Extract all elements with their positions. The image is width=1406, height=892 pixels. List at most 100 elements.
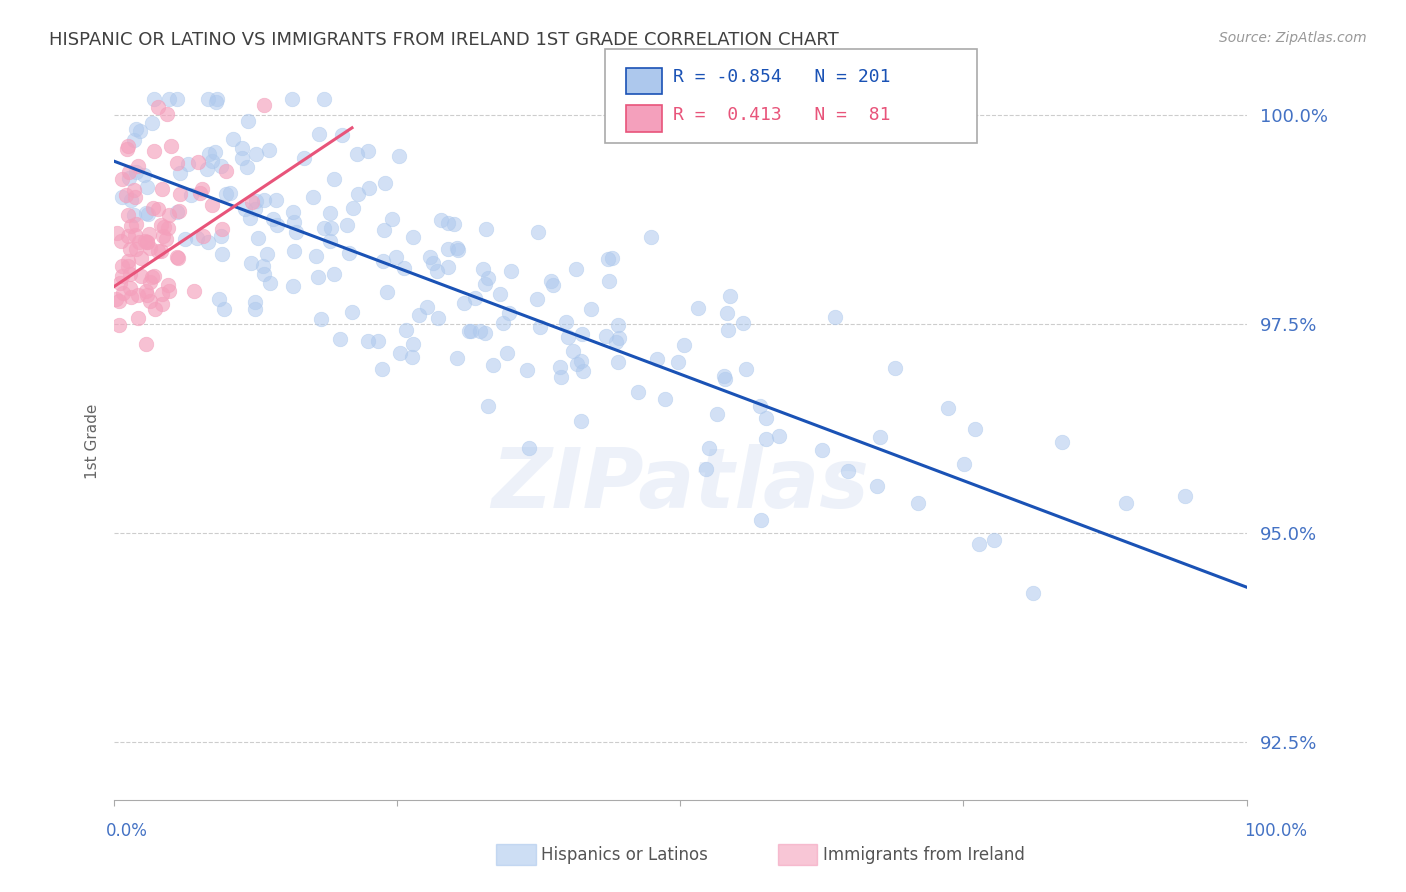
Point <box>605 335 627 350</box>
Point <box>768 429 790 443</box>
Text: R = -0.854   N = 201: R = -0.854 N = 201 <box>673 69 891 87</box>
Point <box>233 202 256 216</box>
Point <box>180 187 202 202</box>
Point <box>381 212 404 227</box>
Point <box>117 138 139 153</box>
Point <box>526 293 548 307</box>
Point <box>117 228 139 243</box>
Point <box>135 284 157 298</box>
Point <box>401 350 423 364</box>
Point <box>319 206 342 220</box>
Point <box>128 124 150 138</box>
Point <box>1115 496 1137 510</box>
Point <box>555 315 578 329</box>
Point <box>810 443 832 458</box>
Point <box>117 170 139 185</box>
Point <box>212 302 235 317</box>
Point <box>218 186 240 200</box>
Point <box>127 159 149 173</box>
Point <box>166 92 188 106</box>
Point <box>124 190 146 204</box>
Text: 100.0%: 100.0% <box>1244 822 1308 840</box>
Point <box>714 372 737 386</box>
Point <box>654 392 676 406</box>
Point <box>569 354 592 368</box>
Point <box>110 234 132 248</box>
Point <box>488 287 510 301</box>
Point <box>166 251 188 265</box>
Point <box>136 287 159 301</box>
Point <box>128 235 150 249</box>
Point <box>749 513 772 527</box>
Point <box>706 408 728 422</box>
Point <box>375 285 398 299</box>
Point <box>105 227 128 241</box>
Point <box>716 306 738 320</box>
Point <box>240 194 263 209</box>
Y-axis label: 1st Grade: 1st Grade <box>86 403 100 479</box>
Point <box>953 457 976 471</box>
Point <box>323 267 346 281</box>
Point <box>395 323 418 337</box>
Point <box>437 242 460 256</box>
Point <box>540 274 562 288</box>
Point <box>1050 435 1073 450</box>
Point <box>253 97 276 112</box>
Point <box>749 400 772 414</box>
Point <box>963 422 986 436</box>
Point <box>187 154 209 169</box>
Point <box>307 269 329 284</box>
Point <box>124 183 146 197</box>
Point <box>340 305 363 319</box>
Point <box>215 186 238 201</box>
Point <box>447 243 470 257</box>
Point <box>157 92 180 106</box>
Point <box>197 162 219 177</box>
Point <box>495 346 517 360</box>
Point <box>285 225 308 239</box>
Point <box>125 122 148 136</box>
Point <box>561 344 583 359</box>
Point <box>332 128 354 142</box>
Point <box>627 385 650 400</box>
Point <box>983 533 1005 548</box>
Point <box>152 219 174 234</box>
Point <box>129 268 152 283</box>
Point <box>472 262 495 277</box>
Point <box>346 146 368 161</box>
Point <box>305 250 328 264</box>
Point <box>314 221 336 235</box>
Point <box>110 172 132 186</box>
Point <box>474 222 496 236</box>
Point <box>118 165 141 179</box>
Point <box>112 285 135 300</box>
Point <box>150 182 173 196</box>
Point <box>357 144 380 158</box>
Point <box>143 145 166 159</box>
Point <box>347 187 370 202</box>
Point <box>713 369 735 384</box>
Point <box>215 164 238 178</box>
Point <box>257 144 280 158</box>
Point <box>474 277 496 291</box>
Point <box>907 495 929 509</box>
Point <box>402 229 425 244</box>
Point <box>143 302 166 317</box>
Point <box>174 232 197 246</box>
Point <box>311 312 333 326</box>
Point <box>581 301 603 316</box>
Point <box>120 290 142 304</box>
Point <box>1174 490 1197 504</box>
Point <box>231 141 253 155</box>
Point <box>373 223 395 237</box>
Point <box>516 363 538 377</box>
Point <box>129 251 152 265</box>
Point <box>548 360 571 375</box>
Point <box>149 244 172 258</box>
Point <box>190 182 212 196</box>
Point <box>571 414 593 428</box>
Point <box>606 318 628 332</box>
Point <box>388 346 411 360</box>
Point <box>499 264 522 278</box>
Point <box>209 228 232 243</box>
